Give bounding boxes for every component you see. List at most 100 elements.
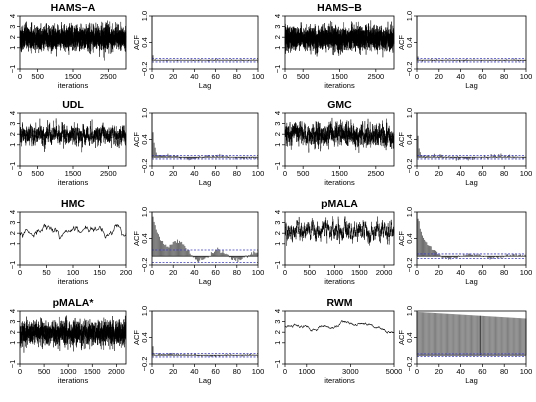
acf-bar xyxy=(420,312,422,356)
acf-bar xyxy=(424,312,426,356)
y-tick-label: −0.2 xyxy=(140,62,149,77)
acf-bar xyxy=(523,318,525,356)
panel-4: UDL 0 500 1500 2500 −1 1 2 3 4 iterations xyxy=(8,99,127,187)
x-tick-label: 0 xyxy=(415,268,419,277)
x-tick-label: 100 xyxy=(252,268,265,277)
acf-bar xyxy=(462,314,464,356)
acf-bar xyxy=(436,313,438,356)
trace-line xyxy=(284,319,395,334)
x-axis-label: iterations xyxy=(324,277,355,286)
panel-title: RWM xyxy=(326,297,352,309)
y-tick-label: −0.2 xyxy=(140,159,149,174)
y-tick-label: 2 xyxy=(273,132,282,136)
plot-frame xyxy=(151,15,259,70)
y-tick-label: 3 xyxy=(273,221,282,225)
y-axis-label: ACF xyxy=(132,330,141,345)
y-tick-label: 3 xyxy=(8,122,17,126)
y-tick-label: 3 xyxy=(8,320,17,324)
y-tick-label: 1 xyxy=(273,341,282,345)
acf-bar xyxy=(457,314,459,356)
acf-bar xyxy=(423,312,425,356)
acf-bar xyxy=(426,312,428,356)
trace-line xyxy=(284,216,395,246)
acf-bar xyxy=(514,317,516,356)
x-tick-label: 500 xyxy=(297,72,310,81)
panel-title: UDL xyxy=(62,99,84,111)
acf-bar xyxy=(465,314,467,356)
x-tick-label: 40 xyxy=(456,169,464,178)
y-tick-label: 2 xyxy=(273,231,282,235)
panel-0: HAMS−A 0 500 1500 2500 −1 1 2 3 4 iterations xyxy=(8,2,127,90)
acf-bar xyxy=(451,314,453,356)
acf-bar xyxy=(464,314,466,356)
y-tick-label: 0.4 xyxy=(405,134,414,144)
y-tick-label: −0.2 xyxy=(405,258,414,273)
y-tick-label: 4 xyxy=(8,14,17,18)
y-tick-label: 2 xyxy=(8,132,17,136)
x-axis-label: iterations xyxy=(58,81,89,90)
acf-bar xyxy=(438,313,440,356)
y-tick-label: 3 xyxy=(8,221,17,225)
y-tick-label: 1.0 xyxy=(140,306,149,316)
y-axis-label: ACF xyxy=(132,132,141,147)
y-tick-label: 4 xyxy=(273,210,282,214)
panel-title: HMC xyxy=(61,198,85,210)
y-tick-label: 4 xyxy=(273,309,282,313)
acf-bar xyxy=(443,313,445,356)
x-tick-label: 40 xyxy=(190,169,198,178)
acf-bar xyxy=(502,317,504,356)
acf-bar xyxy=(475,315,477,356)
plot-frame xyxy=(284,211,395,266)
y-tick-label: 0.4 xyxy=(140,37,149,47)
acf-bar xyxy=(510,317,512,356)
x-tick-label: 80 xyxy=(500,169,508,178)
y-tick-label: 2 xyxy=(8,231,17,235)
x-tick-label: 60 xyxy=(211,72,219,81)
y-tick-label: −1 xyxy=(273,261,282,270)
acf-bar xyxy=(520,318,522,356)
y-tick-label: 1 xyxy=(273,143,282,147)
x-tick-label: 100 xyxy=(520,72,533,81)
x-tick-label: 40 xyxy=(190,367,198,376)
acf-bar xyxy=(444,313,446,356)
x-axis-label: Lag xyxy=(465,81,478,90)
y-tick-label: 1 xyxy=(8,341,17,345)
x-tick-label: 500 xyxy=(38,367,51,376)
x-tick-label: 1500 xyxy=(331,72,348,81)
y-tick-label: −1 xyxy=(8,162,17,171)
x-tick-label: 60 xyxy=(478,268,486,277)
x-axis-label: iterations xyxy=(324,81,355,90)
y-tick-label: 0.4 xyxy=(405,37,414,47)
x-tick-label: 80 xyxy=(233,367,241,376)
acf-bar xyxy=(508,317,510,356)
panel-title: pMALA xyxy=(321,198,358,210)
y-tick-label: 4 xyxy=(273,14,282,18)
x-axis-label: Lag xyxy=(465,277,478,286)
acf-bar xyxy=(485,316,487,356)
x-axis-label: Lag xyxy=(465,376,478,385)
x-tick-label: 2500 xyxy=(100,72,117,81)
acf-bar xyxy=(473,315,475,356)
x-tick-label: 0 xyxy=(18,367,22,376)
acf-bar xyxy=(513,317,515,356)
x-tick-label: 100 xyxy=(252,169,265,178)
acf-bar xyxy=(496,316,498,356)
acf-bar xyxy=(478,315,480,356)
x-tick-label: 100 xyxy=(67,268,80,277)
x-tick-label: 80 xyxy=(233,169,241,178)
x-tick-label: 0 xyxy=(415,169,419,178)
y-tick-label: −1 xyxy=(8,261,17,270)
x-tick-label: 0 xyxy=(150,169,154,178)
acf-bar xyxy=(512,317,514,356)
acf-bar xyxy=(489,316,491,356)
acf-bar xyxy=(456,314,458,356)
acf-bar xyxy=(490,316,492,356)
y-tick-label: 2 xyxy=(8,35,17,39)
x-tick-label: 60 xyxy=(211,169,219,178)
acf-bar xyxy=(476,315,478,356)
acf-bar xyxy=(501,317,503,356)
x-tick-label: 0 xyxy=(283,268,287,277)
panel-5: 0 20 40 60 80 100 −0.2 0.4 1.0 Lag ACF xyxy=(132,108,264,187)
trace-line xyxy=(284,117,395,153)
